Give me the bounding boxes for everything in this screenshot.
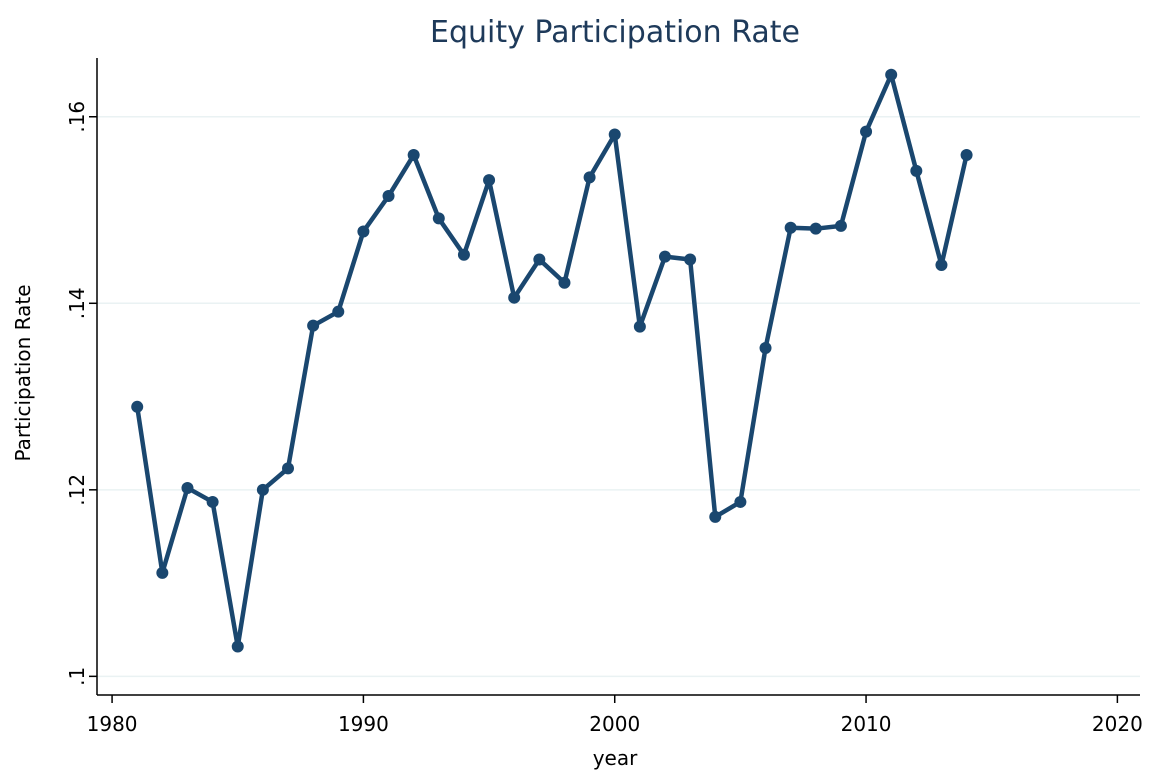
x-axis-label: year xyxy=(593,746,638,770)
data-point xyxy=(558,276,571,289)
x-tick-label: 1990 xyxy=(338,712,389,736)
data-point xyxy=(508,291,521,304)
data-point xyxy=(357,225,370,238)
y-tick-label: .16 xyxy=(65,101,89,133)
data-point xyxy=(156,566,169,579)
y-tick-label: .14 xyxy=(65,287,89,319)
data-point xyxy=(633,320,646,333)
data-point xyxy=(759,342,772,355)
x-tick-label: 2010 xyxy=(841,712,892,736)
y-tick-label: .12 xyxy=(65,474,89,506)
x-tick-label: 1980 xyxy=(87,712,138,736)
data-point xyxy=(608,128,621,141)
chart-title: Equity Participation Rate xyxy=(430,15,800,50)
data-point xyxy=(131,400,144,413)
data-point xyxy=(885,68,898,81)
data-point xyxy=(583,171,596,184)
y-tick-label: .1 xyxy=(65,667,89,686)
data-point xyxy=(960,148,973,161)
data-point xyxy=(307,319,320,332)
data-point xyxy=(910,164,923,177)
data-point xyxy=(206,495,219,508)
data-point xyxy=(684,253,697,266)
data-point xyxy=(256,483,269,496)
data-point xyxy=(382,190,395,203)
data-point xyxy=(483,174,496,187)
data-point xyxy=(860,125,873,138)
x-tick-label: 2000 xyxy=(589,712,640,736)
data-point xyxy=(709,510,722,523)
data-point xyxy=(784,221,797,234)
data-point xyxy=(231,640,244,653)
x-tick-label: 2020 xyxy=(1092,712,1143,736)
data-line xyxy=(134,72,969,649)
data-point xyxy=(432,212,445,225)
data-point xyxy=(834,219,847,232)
data-point xyxy=(407,148,420,161)
data-point xyxy=(181,481,194,494)
data-point xyxy=(533,253,546,266)
data-point xyxy=(282,462,295,475)
data-point xyxy=(809,222,822,235)
data-point xyxy=(734,495,747,508)
data-point xyxy=(332,305,345,318)
data-point xyxy=(457,248,470,261)
data-point xyxy=(935,259,948,272)
data-point xyxy=(658,250,671,263)
y-axis-label: Participation Rate xyxy=(11,284,35,461)
